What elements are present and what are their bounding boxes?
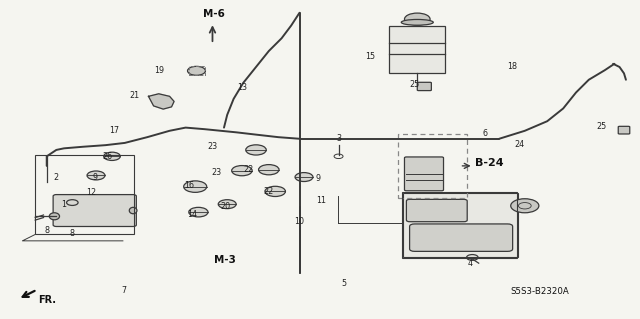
Text: 20: 20 (220, 202, 230, 211)
Text: 8: 8 (44, 226, 49, 235)
Text: 3: 3 (337, 134, 342, 143)
Ellipse shape (49, 213, 60, 220)
FancyBboxPatch shape (618, 126, 630, 134)
Text: 22: 22 (264, 187, 274, 196)
Text: 15: 15 (365, 52, 375, 61)
Circle shape (104, 152, 120, 160)
FancyBboxPatch shape (406, 199, 467, 222)
Bar (403, 193, 518, 257)
Text: 6: 6 (483, 130, 488, 138)
Text: 9: 9 (316, 174, 321, 183)
Circle shape (87, 171, 105, 180)
Text: FR.: FR. (38, 295, 56, 306)
Text: 18: 18 (507, 63, 517, 71)
Polygon shape (148, 94, 174, 109)
Text: 23: 23 (211, 168, 221, 177)
Circle shape (511, 199, 539, 213)
Text: 4: 4 (468, 259, 473, 268)
Circle shape (246, 145, 266, 155)
Text: 14: 14 (187, 210, 197, 219)
Text: 22: 22 (243, 165, 253, 174)
Text: 25: 25 (410, 80, 420, 89)
Text: 19: 19 (154, 66, 164, 75)
Circle shape (184, 181, 207, 192)
Text: 25: 25 (596, 122, 607, 130)
Circle shape (189, 207, 208, 217)
Text: 2: 2 (54, 173, 59, 182)
Circle shape (218, 200, 236, 209)
Text: 13: 13 (237, 83, 247, 92)
Text: 7: 7 (121, 286, 126, 295)
FancyBboxPatch shape (404, 157, 444, 191)
Text: 23: 23 (207, 142, 218, 151)
Text: 16: 16 (184, 181, 194, 190)
Text: 11: 11 (316, 197, 326, 205)
Bar (389, 26, 445, 73)
Text: 9: 9 (92, 173, 97, 182)
Text: M-6: M-6 (204, 9, 225, 19)
FancyBboxPatch shape (410, 224, 513, 251)
Ellipse shape (129, 207, 137, 214)
Text: S5S3-B2320A: S5S3-B2320A (511, 287, 570, 296)
Circle shape (295, 173, 313, 182)
Ellipse shape (401, 19, 433, 25)
Text: 8: 8 (70, 229, 75, 238)
Ellipse shape (404, 13, 430, 25)
FancyBboxPatch shape (53, 195, 136, 226)
Circle shape (265, 186, 285, 197)
Circle shape (232, 166, 252, 176)
Text: 17: 17 (109, 126, 119, 135)
Text: B-24: B-24 (475, 158, 504, 168)
Text: M-3: M-3 (214, 255, 236, 265)
Text: 5: 5 (342, 279, 347, 288)
Text: 21: 21 (129, 91, 140, 100)
FancyBboxPatch shape (417, 82, 431, 91)
Text: 12: 12 (86, 188, 97, 197)
Text: 10: 10 (294, 217, 305, 226)
Text: 26: 26 (102, 152, 113, 161)
Circle shape (259, 165, 279, 175)
Text: 24: 24 (515, 140, 525, 149)
Circle shape (188, 66, 205, 75)
Text: 1: 1 (61, 200, 67, 209)
